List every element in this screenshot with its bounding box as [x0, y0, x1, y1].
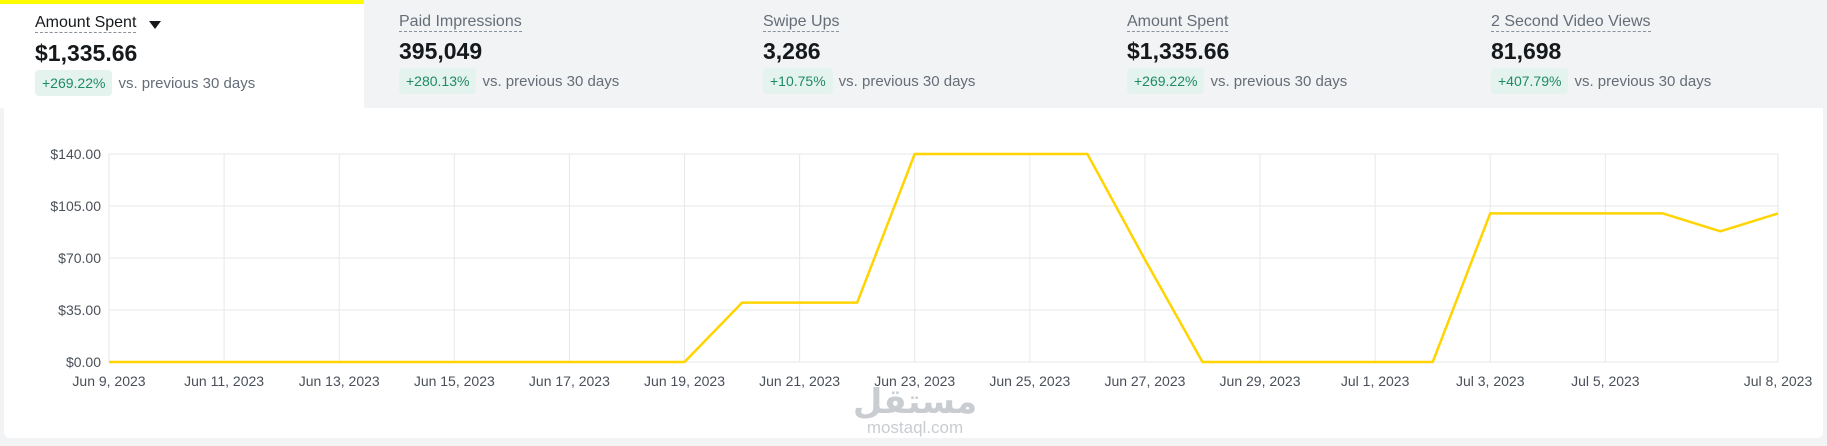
metric-value: 81,698: [1491, 38, 1562, 64]
metric-value: 3,286: [763, 38, 821, 64]
change-badge: +280.13%: [399, 68, 477, 94]
data-point[interactable]: [854, 300, 860, 306]
metric-value: $1,335.66: [35, 40, 138, 66]
metric-tab[interactable]: Swipe Ups 3,286 +10.75% vs. previous 30 day…: [728, 0, 1092, 108]
comparison-text: vs. previous 30 days: [838, 72, 976, 90]
x-tick-label: Jun 25, 2023: [989, 373, 1070, 389]
data-point[interactable]: [624, 359, 630, 365]
x-tick-label: Jun 27, 2023: [1104, 373, 1185, 389]
data-point[interactable]: [1257, 359, 1263, 365]
metric-tab[interactable]: Amount Spent $1,335.66 +269.22% vs. previou…: [0, 0, 364, 108]
y-tick-label: $140.00: [50, 146, 101, 162]
data-point[interactable]: [164, 359, 170, 365]
data-point[interactable]: [1602, 210, 1608, 216]
metric-label: Paid Impressions: [399, 13, 522, 32]
x-tick-label: Jun 13, 2023: [299, 373, 380, 389]
chevron-down-icon[interactable]: [149, 21, 161, 29]
data-point[interactable]: [509, 359, 515, 365]
metric-tab[interactable]: Amount Spent $1,335.66 +269.22% vs. previou…: [1092, 0, 1456, 108]
watermark-logo: مستقل mostaql.com: [850, 385, 980, 437]
data-point[interactable]: [106, 359, 112, 365]
series-line: [109, 152, 1779, 364]
x-tick-label: Jul 5, 2023: [1571, 373, 1640, 389]
metric-change: +269.22% vs. previous 30 days: [35, 70, 255, 96]
data-point[interactable]: [739, 300, 745, 306]
comparison-text: vs. previous 30 days: [482, 72, 620, 90]
metric-value: $1,335.66: [1127, 38, 1230, 64]
data-point[interactable]: [394, 359, 400, 365]
x-tick-label: Jul 3, 2023: [1456, 373, 1525, 389]
change-badge: +269.22%: [1127, 68, 1205, 94]
data-point[interactable]: [1487, 210, 1493, 216]
metric-tab[interactable]: 2 Second Video Views 81,698 +407.79% vs. pr…: [1456, 0, 1820, 108]
x-tick-label: Jun 15, 2023: [414, 373, 495, 389]
metric-label: Amount Spent: [1127, 13, 1229, 32]
metric-label: Swipe Ups: [763, 13, 840, 32]
x-tick-label: Jun 9, 2023: [72, 373, 145, 389]
metric-label: 2 Second Video Views: [1491, 13, 1651, 32]
metric-value: 395,049: [399, 38, 483, 64]
watermark-main: مستقل: [852, 383, 978, 421]
data-point[interactable]: [1315, 359, 1321, 365]
metric-change: +10.75% vs. previous 30 days: [763, 68, 975, 94]
data-point[interactable]: [1717, 228, 1723, 234]
metric-tabs: Amount Spent $1,335.66 +269.22% vs. previou…: [0, 0, 1827, 108]
x-tick-label: Jun 11, 2023: [184, 373, 264, 389]
data-point[interactable]: [682, 359, 688, 365]
metric-change: +280.13% vs. previous 30 days: [399, 68, 619, 94]
x-tick-label: Jun 19, 2023: [644, 373, 725, 389]
metric-change: +407.79% vs. previous 30 days: [1491, 68, 1711, 94]
data-point[interactable]: [797, 300, 803, 306]
change-badge: +10.75%: [763, 68, 833, 94]
data-point[interactable]: [1372, 359, 1378, 365]
data-point[interactable]: [1027, 151, 1033, 157]
data-point[interactable]: [566, 359, 572, 365]
metric-change: +269.22% vs. previous 30 days: [1127, 68, 1347, 94]
x-tick-label: Jun 23, 2023: [874, 373, 955, 389]
metric-label: Amount Spent: [35, 14, 137, 33]
x-tick-label: Jun 29, 2023: [1220, 373, 1301, 389]
y-tick-label: $0.00: [66, 354, 101, 370]
data-point[interactable]: [1545, 210, 1551, 216]
watermark-sub: mostaql.com: [866, 418, 964, 437]
comparison-text: vs. previous 30 days: [1210, 72, 1348, 90]
y-tick-label: $70.00: [58, 250, 101, 266]
x-tick-label: Jun 17, 2023: [529, 373, 610, 389]
data-point[interactable]: [1199, 359, 1205, 365]
x-tick-label: Jun 21, 2023: [759, 373, 840, 389]
data-point[interactable]: [1142, 256, 1148, 262]
data-point[interactable]: [451, 359, 457, 365]
data-point[interactable]: [969, 151, 975, 157]
line-chart: $0.00 $35.00 $70.00 $105.00 $140.00 Jun 9, 20…: [50, 146, 1813, 389]
comparison-text: vs. previous 30 days: [1574, 72, 1712, 90]
comparison-text: vs. previous 30 days: [118, 74, 256, 92]
data-point[interactable]: [912, 151, 918, 157]
data-point[interactable]: [221, 359, 227, 365]
y-tick-label: $35.00: [58, 302, 101, 318]
data-point[interactable]: [336, 359, 342, 365]
change-badge: +269.22%: [35, 70, 113, 96]
data-point[interactable]: [1660, 210, 1666, 216]
change-badge: +407.79%: [1491, 68, 1569, 94]
data-point[interactable]: [1430, 359, 1436, 365]
x-tick-label: Jul 1, 2023: [1341, 373, 1410, 389]
data-point[interactable]: [279, 359, 285, 365]
metric-tab[interactable]: Paid Impressions 395,049 +280.13% vs. previ…: [364, 0, 728, 108]
chart-card: $0.00 $35.00 $70.00 $105.00 $140.00 Jun 9, 20…: [4, 108, 1823, 438]
x-tick-label: Jul 8, 2023: [1744, 373, 1813, 389]
y-tick-label: $105.00: [50, 198, 101, 214]
data-point[interactable]: [1775, 210, 1781, 216]
data-point[interactable]: [1084, 151, 1090, 157]
